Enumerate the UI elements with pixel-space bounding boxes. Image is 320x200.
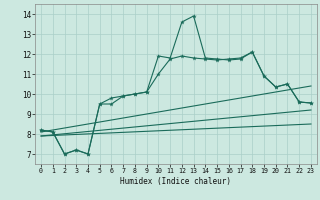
X-axis label: Humidex (Indice chaleur): Humidex (Indice chaleur) (121, 177, 231, 186)
